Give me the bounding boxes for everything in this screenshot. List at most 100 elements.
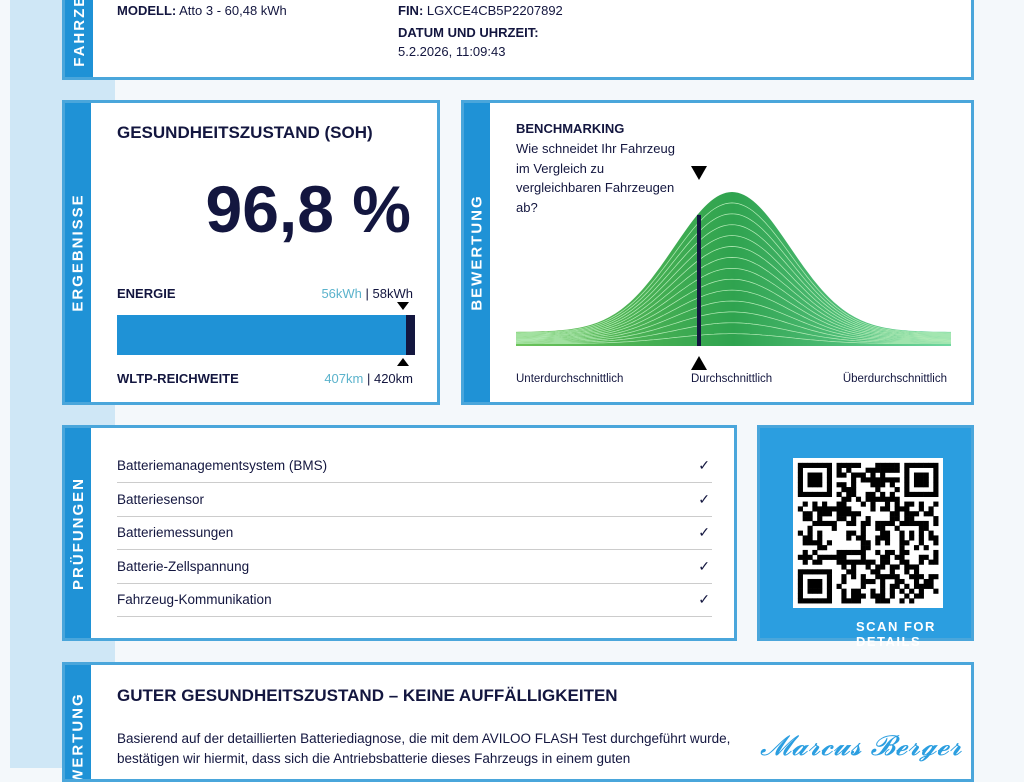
qr-module <box>817 482 823 488</box>
qr-module <box>918 520 924 527</box>
qr-module <box>817 530 823 536</box>
qr-module <box>894 467 900 473</box>
qr-module <box>851 569 857 575</box>
qr-module <box>807 491 813 498</box>
qr-module <box>875 520 881 527</box>
qr-module <box>889 482 895 488</box>
qr-module <box>826 477 833 483</box>
qr-module <box>817 578 823 585</box>
qr-module <box>797 482 803 488</box>
qr-module <box>860 501 866 507</box>
qr-module <box>865 520 871 527</box>
qr-module <box>928 511 934 517</box>
qr-module <box>812 462 818 468</box>
qr-module <box>894 578 900 585</box>
qr-code[interactable] <box>793 458 943 608</box>
qr-module <box>913 569 920 575</box>
qr-module <box>855 593 862 599</box>
qr-module <box>802 559 808 565</box>
qr-card[interactable]: SCAN FOR DETAILS <box>757 425 974 649</box>
qr-module <box>807 598 813 604</box>
qr-module <box>841 574 847 580</box>
qr-module <box>933 554 939 560</box>
qr-module <box>894 583 900 589</box>
qr-module <box>899 535 905 541</box>
section-label: BEWERTUNG <box>69 691 87 782</box>
qr-module <box>841 549 847 556</box>
curve-contour <box>516 333 951 345</box>
qr-module <box>884 501 891 507</box>
qr-module <box>889 564 895 570</box>
curve-contour <box>516 311 951 343</box>
qr-module <box>836 482 842 488</box>
qr-module <box>826 540 833 546</box>
qr-module <box>807 472 813 478</box>
checks-card: PRÜFUNGEN Batteriemanagementsystem (BMS)… <box>62 425 737 641</box>
qr-module <box>826 520 833 527</box>
qr-module <box>913 593 920 599</box>
qr-module <box>899 545 905 551</box>
qr-module <box>812 506 818 512</box>
qr-module <box>884 496 891 502</box>
qr-module <box>889 462 895 468</box>
qr-module <box>880 520 886 527</box>
curve-contour <box>516 278 952 340</box>
qr-module <box>870 578 876 585</box>
qr-module <box>870 496 876 502</box>
check-label: Fahrzeug-Kommunikation <box>117 592 272 607</box>
qr-module <box>812 583 818 589</box>
qr-module <box>880 530 886 536</box>
qr-module <box>884 559 891 565</box>
qr-module <box>909 511 915 517</box>
qr-module <box>822 569 828 575</box>
qr-module <box>928 491 934 498</box>
qr-module <box>904 559 910 565</box>
qr-module <box>870 506 876 512</box>
qr-module <box>797 477 803 483</box>
qr-module <box>822 462 828 468</box>
qr-module <box>807 525 813 531</box>
qr-module <box>855 511 862 517</box>
qr-module <box>817 520 823 527</box>
vehicle-card: FAHRZEUG MODELL: Atto 3 - 60,48 kWh FIN:… <box>62 0 974 80</box>
qr-module <box>923 482 929 488</box>
qr-module <box>870 467 876 473</box>
qr-module <box>822 598 828 604</box>
qr-module <box>909 501 915 507</box>
qr-module <box>846 462 852 468</box>
qr-module <box>884 477 891 483</box>
qr-module <box>889 583 895 589</box>
qr-module <box>802 516 808 522</box>
qr-module <box>851 511 857 517</box>
qr-module <box>889 477 895 483</box>
qr-module <box>884 520 891 527</box>
qr-module <box>923 491 929 498</box>
qr-module <box>870 482 876 488</box>
qr-module <box>913 511 920 517</box>
qr-module <box>875 593 881 599</box>
bell-curve-chart <box>515 166 952 370</box>
qr-module <box>797 554 803 560</box>
qr-module <box>851 593 857 599</box>
assessment-card: BEWERTUNG GUTER GESUNDHEITSZUSTAND – KEI… <box>62 662 974 782</box>
qr-module <box>817 462 823 468</box>
qr-module <box>884 462 891 468</box>
qr-module <box>812 540 818 546</box>
qr-module <box>894 564 900 570</box>
qr-module <box>899 540 905 546</box>
qr-module <box>836 549 842 556</box>
qr-module <box>880 506 886 512</box>
qr-module <box>812 520 818 527</box>
qr-module <box>841 564 847 570</box>
qr-module <box>918 588 924 594</box>
qr-module <box>913 472 920 478</box>
qr-module <box>889 511 895 517</box>
energy-current: 56kWh <box>321 286 362 301</box>
qr-module <box>836 467 842 473</box>
qr-module <box>841 472 847 478</box>
qr-module <box>826 588 833 594</box>
qr-module <box>817 554 823 560</box>
qr-module <box>923 520 929 527</box>
qr-module <box>870 501 876 507</box>
qr-module <box>797 530 803 536</box>
